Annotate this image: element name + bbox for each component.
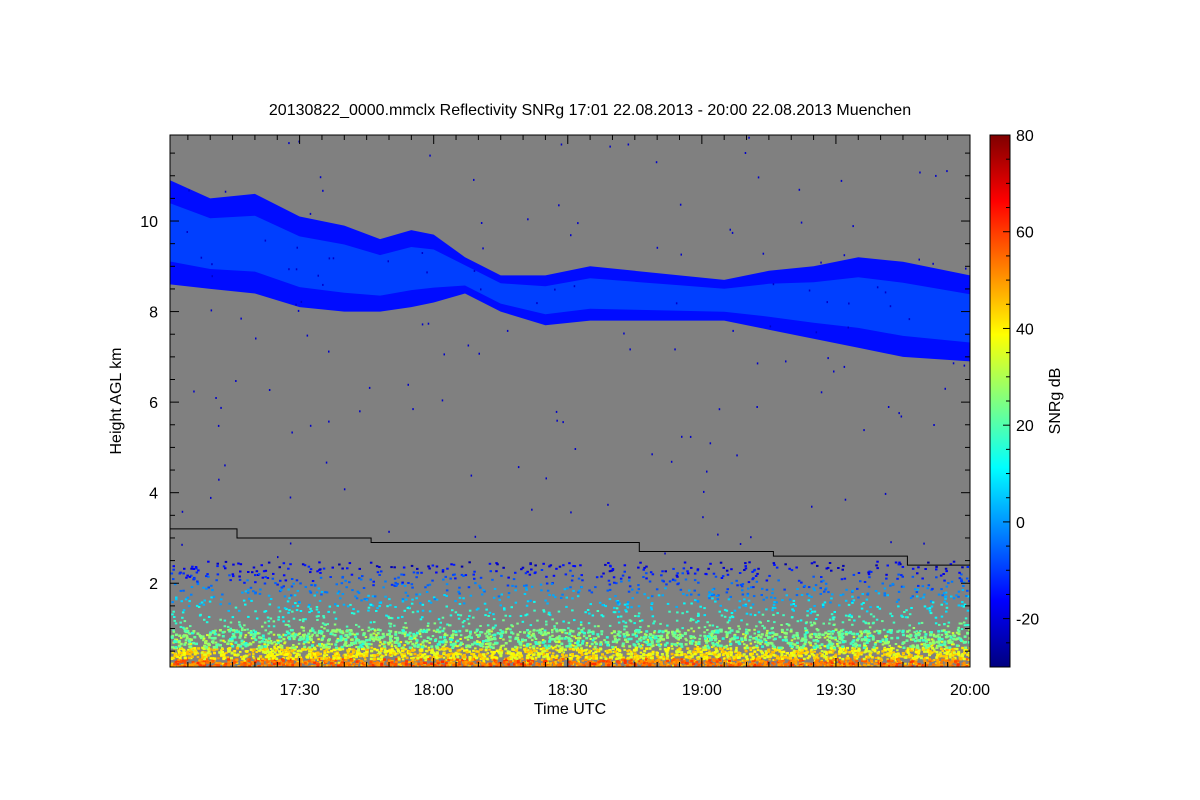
x-tick-label: 18:00 <box>414 682 454 699</box>
x-tick-label: 19:30 <box>816 682 856 699</box>
y-axis: 2 4 6 8 10 <box>140 152 970 652</box>
colorbar-tick-label: 40 <box>1016 321 1034 338</box>
y-tick-label: 8 <box>149 305 158 322</box>
y-tick-label: 2 <box>149 576 158 593</box>
noise-dots <box>181 136 967 559</box>
colorbar-tick-label: 0 <box>1016 515 1025 532</box>
plot-frame <box>169 134 971 668</box>
x-tick-label: 18:30 <box>548 682 588 699</box>
x-axis-label: Time UTC <box>534 701 606 718</box>
colorbar-tick-label: -20 <box>1016 612 1039 629</box>
x-axis: 17:30 18:00 18:30 19:00 19:30 20:00 <box>187 135 990 699</box>
colorbar-tick-label: 20 <box>1016 418 1034 435</box>
x-tick-label: 17:30 <box>280 682 320 699</box>
x-tick-label: 19:00 <box>682 682 722 699</box>
colorbar-tick-label: 60 <box>1016 225 1034 242</box>
colorbar-tick-label: 80 <box>1016 128 1034 145</box>
y-tick-label: 4 <box>149 486 158 503</box>
x-tick-label: 20:00 <box>950 682 990 699</box>
y-axis-label: Height AGL km <box>108 347 125 454</box>
step-line <box>170 528 970 566</box>
y-tick-label: 10 <box>140 214 158 231</box>
y-tick-label: 6 <box>149 395 158 412</box>
cloud-band-core <box>170 203 970 343</box>
colorbar-label: SNRg dB <box>1047 368 1064 435</box>
colorbar-axis: -20 0 20 40 60 80 <box>1003 128 1039 644</box>
chart-title: 20130822_0000.mmclx Reflectivity SNRg 17… <box>269 102 911 119</box>
